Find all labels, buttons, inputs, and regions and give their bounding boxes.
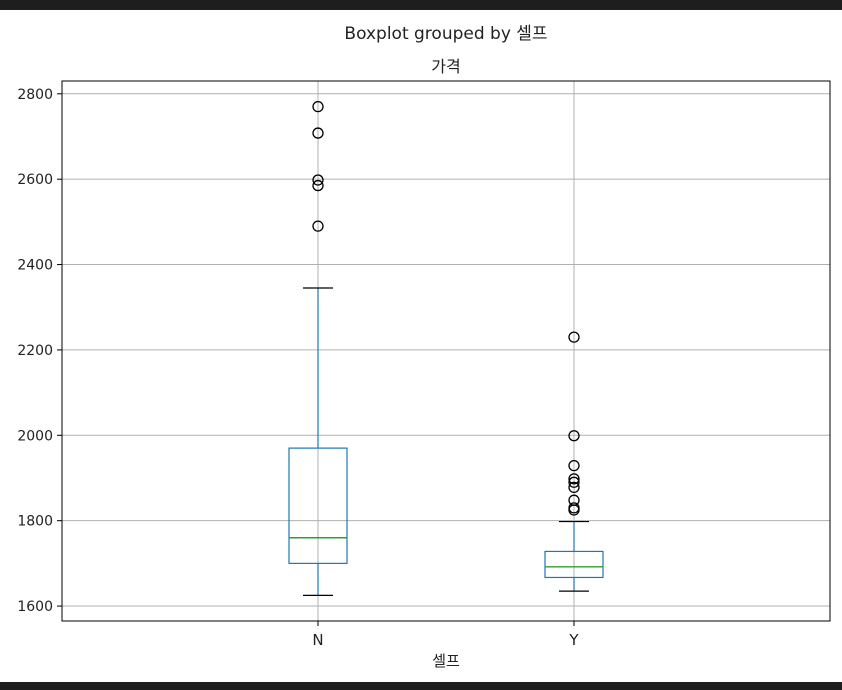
- y-tick-label-2200: 2200: [17, 343, 53, 359]
- y-tick-label-2000: 2000: [17, 428, 53, 444]
- chart-title: 가격: [431, 57, 460, 76]
- grid-layer: [62, 81, 830, 621]
- outlier-Y-8: [568, 504, 580, 516]
- box-group-N: [288, 100, 348, 596]
- y-tick-label-2600: 2600: [17, 172, 53, 188]
- outlier-Y-5: [568, 481, 580, 494]
- x-tick-label-N: N: [312, 631, 323, 649]
- outlier-Y-4: [568, 476, 580, 488]
- y-tick-label-2800: 2800: [17, 87, 53, 103]
- outlier-N-0: [312, 100, 324, 113]
- iqr-box-N: [288, 447, 348, 564]
- outlier-Y-2: [568, 459, 580, 472]
- plot-area: [61, 80, 831, 622]
- outlier-N-2: [312, 174, 324, 186]
- y-tick-label-2400: 2400: [17, 258, 53, 274]
- outlier-Y-1: [568, 430, 580, 442]
- chart-frame: Boxplot grouped by 셀프 가격 1600 1800 2000 220…: [0, 10, 842, 682]
- y-tick-label-1800: 1800: [17, 514, 53, 530]
- box-layer: [288, 100, 604, 596]
- iqr-box-Y: [544, 550, 604, 579]
- outlier-N-1: [312, 127, 324, 139]
- axis-layer: 1600 1800 2000 2200 2400 2600 2800 N Y: [17, 87, 579, 649]
- x-tick-label-Y: Y: [568, 631, 579, 649]
- box-group-Y: [544, 331, 604, 592]
- y-tick-label-1600: 1600: [17, 599, 53, 615]
- outlier-N-3: [312, 179, 324, 192]
- outlier-Y-0: [568, 331, 580, 343]
- outlier-N-4: [312, 220, 324, 232]
- chart-suptitle: Boxplot grouped by 셀프: [344, 24, 547, 44]
- x-axis-label: 셀프: [432, 652, 460, 670]
- outlier-Y-3: [568, 473, 580, 485]
- boxplot-chart: Boxplot grouped by 셀프 가격 1600 1800 2000 220…: [17, 24, 831, 670]
